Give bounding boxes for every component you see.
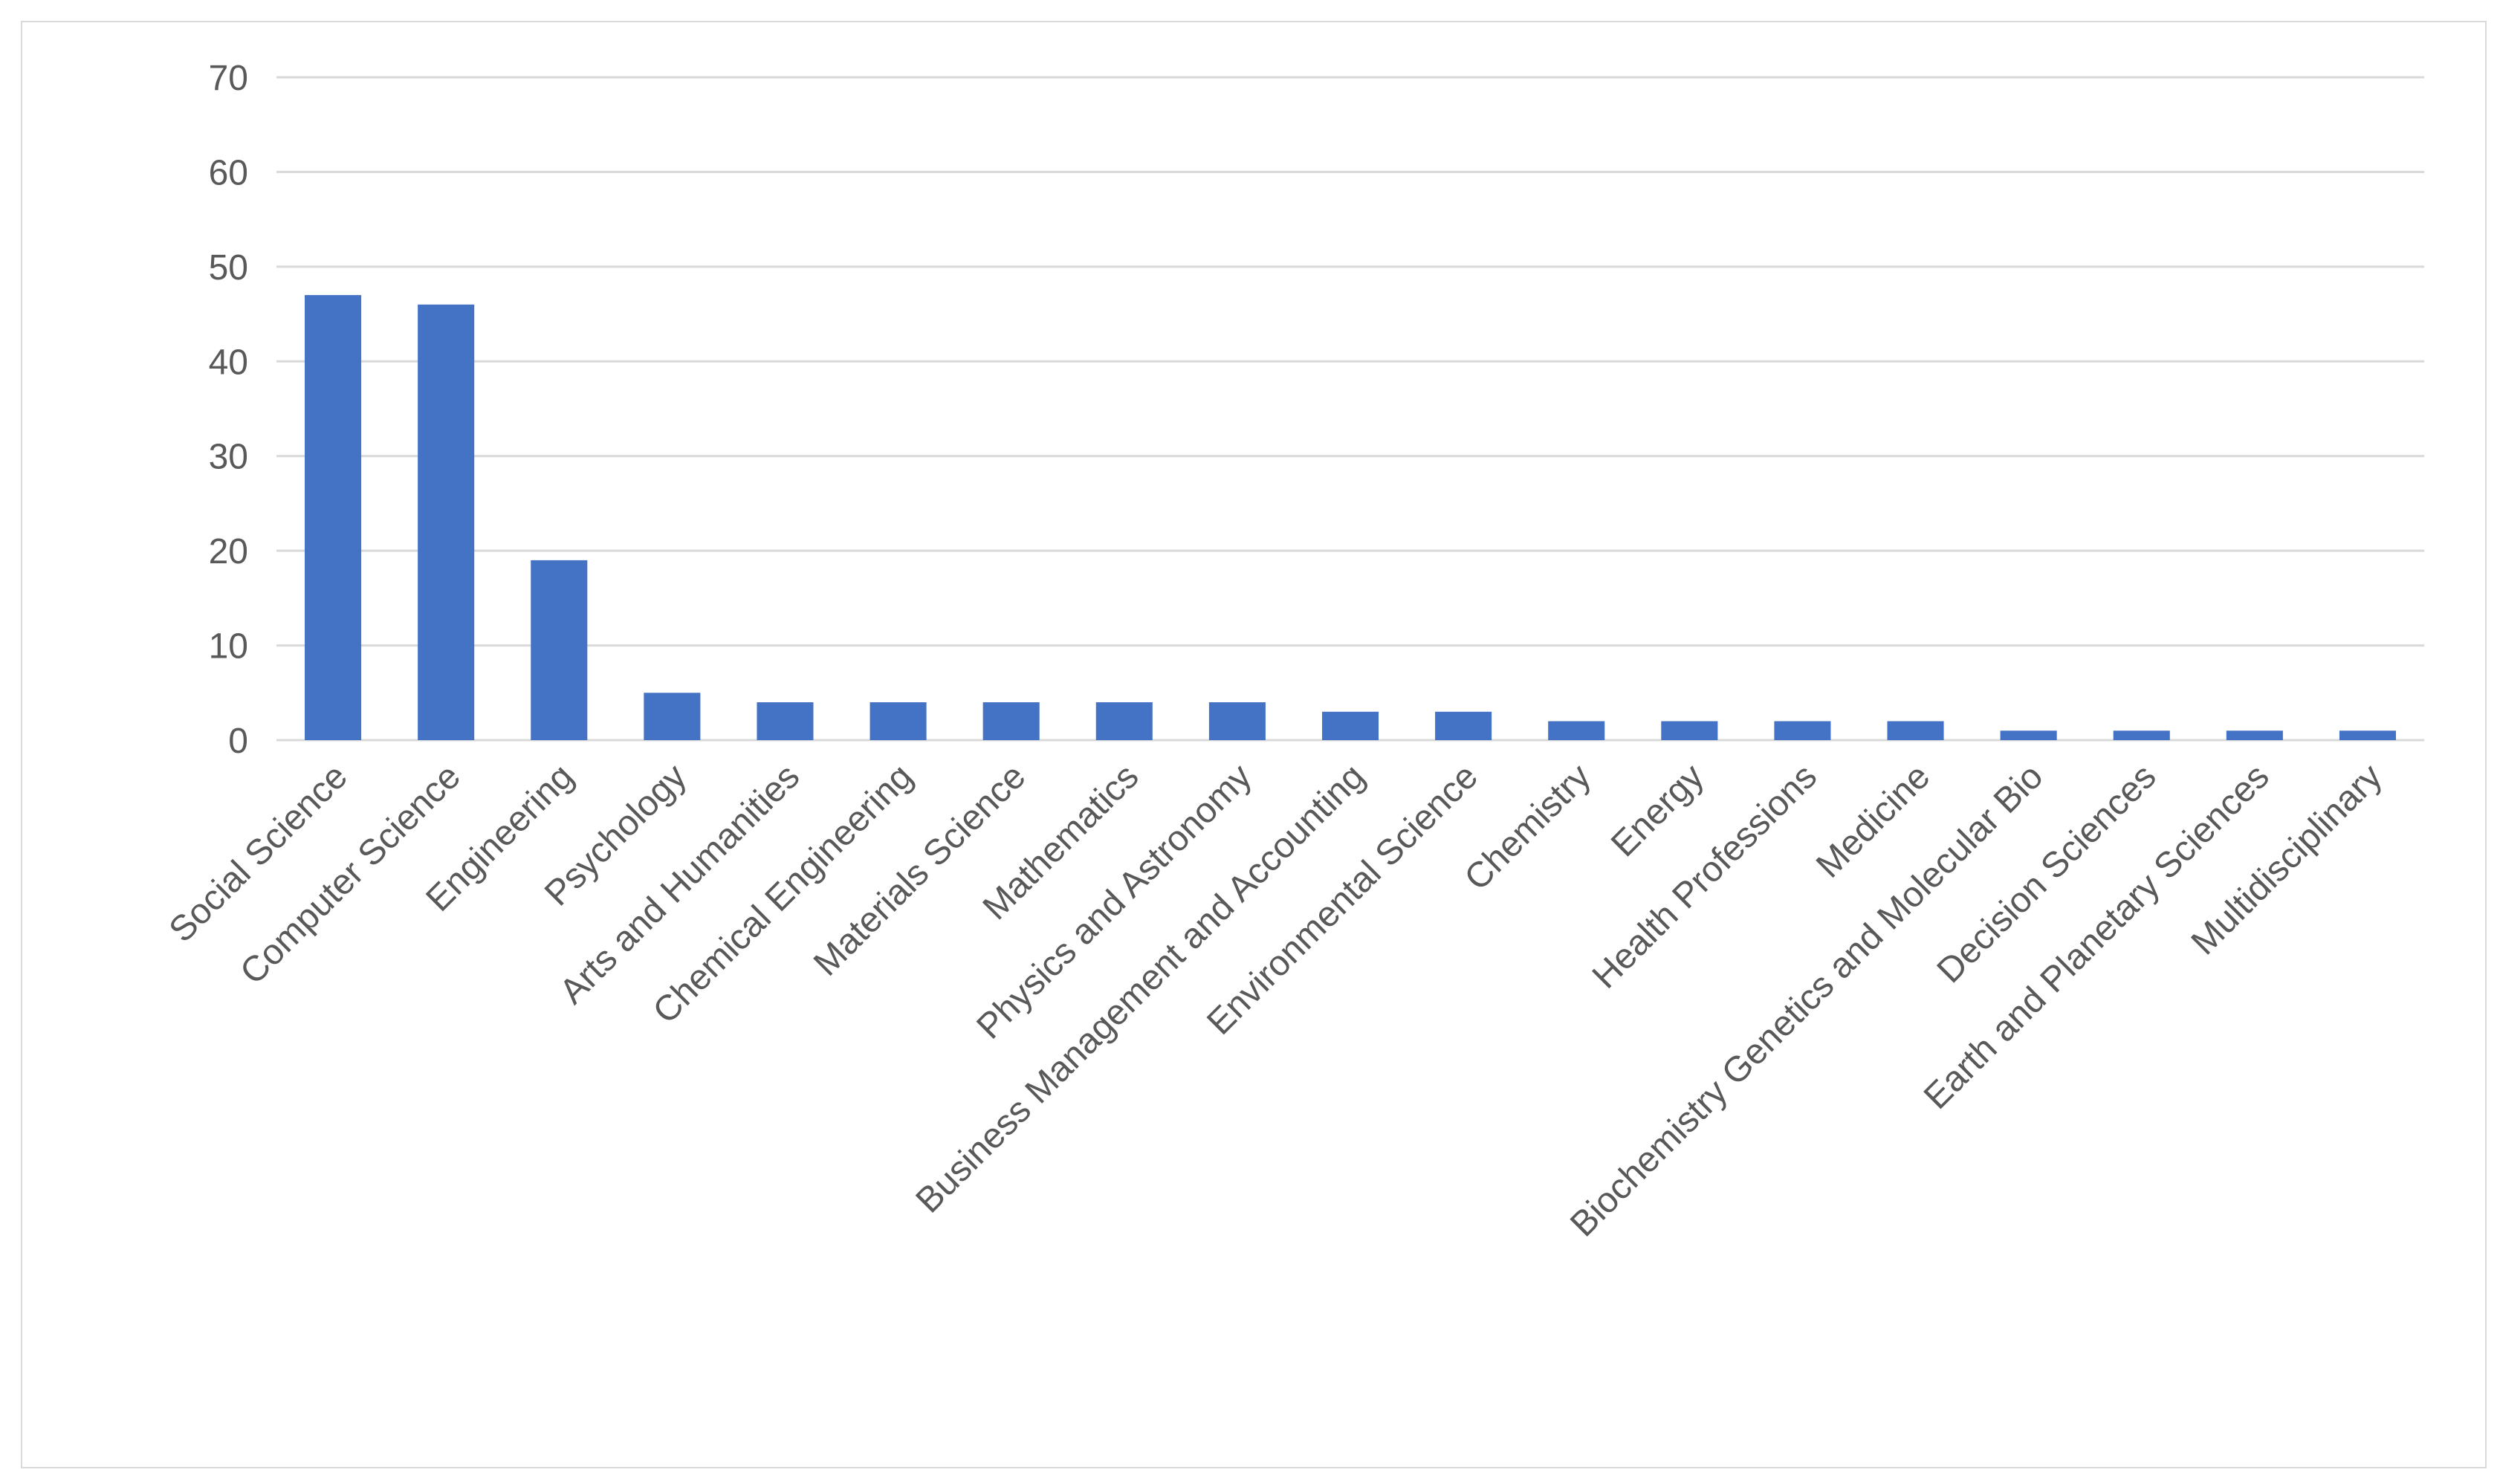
y-tick-label: 10 (209, 627, 248, 667)
bar (418, 304, 475, 740)
y-tick-label: 40 (209, 343, 248, 382)
gridlines (276, 76, 2424, 742)
y-axis-ticks: 0 10 20 30 40 50 60 70 (209, 59, 248, 761)
bar (1435, 711, 1492, 740)
bar (1887, 721, 1944, 740)
x-tick-label: Materials Science (806, 756, 1033, 983)
bar (2226, 730, 2283, 740)
y-tick-label: 0 (228, 722, 248, 761)
bar (1661, 721, 1718, 740)
y-tick-label: 50 (209, 248, 248, 288)
bar (531, 560, 588, 740)
bar (1321, 711, 1379, 740)
bar (2113, 730, 2170, 740)
x-tick-label: Decision Sciences (1930, 756, 2164, 991)
bar (982, 702, 1040, 740)
bar (1774, 721, 1831, 740)
bar (757, 702, 814, 740)
bars (305, 295, 2396, 741)
bar (1548, 721, 1605, 740)
bar (644, 693, 701, 740)
x-tick-label: Health Professions (1585, 756, 1824, 996)
x-tick-label: Energy (1604, 756, 1712, 864)
y-tick-label: 30 (209, 438, 248, 477)
bar (1095, 702, 1153, 740)
bar (1208, 702, 1266, 740)
bar (305, 295, 362, 741)
bar (870, 702, 927, 740)
x-tick-label: Computer Science (233, 756, 468, 992)
chart-frame (21, 21, 2487, 1468)
y-tick-label: 70 (209, 59, 248, 98)
x-tick-label: Multidisciplinary (2184, 756, 2390, 962)
y-tick-label: 20 (209, 532, 248, 571)
y-tick-label: 60 (209, 153, 248, 192)
bar (2339, 730, 2396, 740)
bar (2000, 730, 2057, 740)
